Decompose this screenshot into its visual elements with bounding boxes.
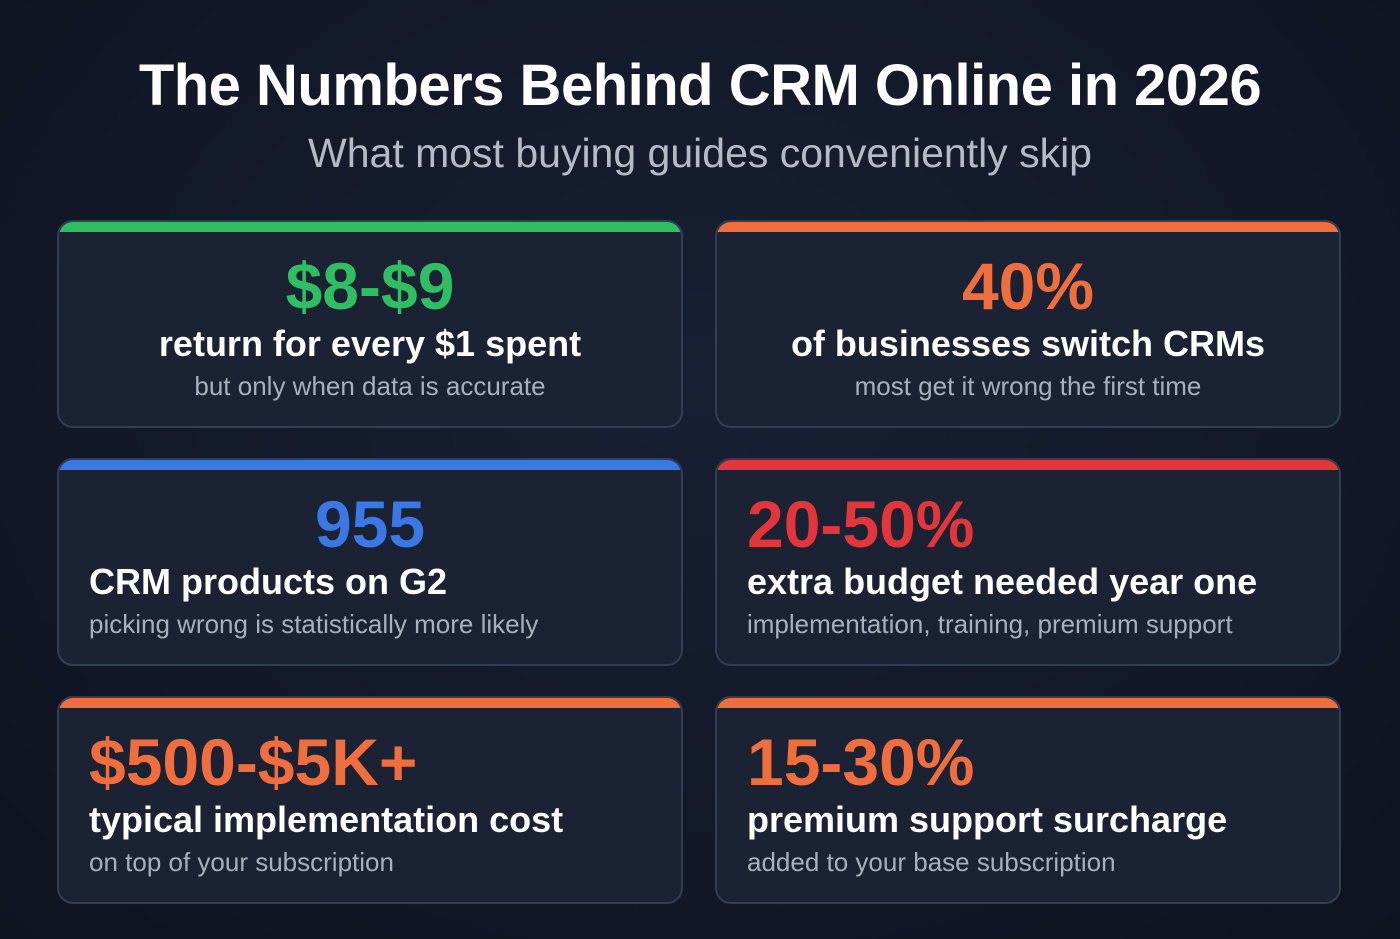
stat-headline: premium support surcharge xyxy=(747,799,1228,840)
stat-note: added to your base subscription xyxy=(747,847,1116,877)
stat-value: $500-$5K+ xyxy=(89,725,418,799)
stat-headline: typical implementation cost xyxy=(89,799,564,840)
stat-value: $8-$9 xyxy=(285,249,455,323)
stat-headline: return for every $1 spent xyxy=(158,323,582,364)
stat-value: 15-30% xyxy=(747,725,975,799)
stat-note: picking wrong is statistically more like… xyxy=(89,609,539,639)
stat-value: 955 xyxy=(314,487,426,561)
stat-note: but only when data is accurate xyxy=(194,371,546,401)
accent-bar xyxy=(717,460,1339,470)
stat-card-products: 955 CRM products on G2 picking wrong is st… xyxy=(57,458,683,666)
stat-note: implementation, training, premium suppor… xyxy=(747,609,1233,639)
stat-headline: CRM products on G2 xyxy=(89,561,447,602)
page-subtitle: What most buying guides conveniently ski… xyxy=(308,130,1092,176)
stat-headline: extra budget needed year one xyxy=(747,561,1258,602)
page-title: The Numbers Behind CRM Online in 2026 xyxy=(138,53,1262,118)
stat-card-roi: $8-$9 return for every $1 spent but only w… xyxy=(57,220,683,428)
stat-note: on top of your subscription xyxy=(89,847,394,877)
stat-card-support: 15-30% premium support surcharge added to … xyxy=(715,696,1341,904)
stat-value: 20-50% xyxy=(747,487,975,561)
stat-value: 40% xyxy=(961,249,1095,323)
accent-bar xyxy=(59,222,681,232)
stat-headline: of businesses switch CRMs xyxy=(790,323,1266,364)
stat-card-switch: 40% of businesses switch CRMs most get it … xyxy=(715,220,1341,428)
stat-note: most get it wrong the first time xyxy=(854,371,1202,401)
stat-card-implementation: $500-$5K+ typical implementation cost on t… xyxy=(57,696,683,904)
accent-bar xyxy=(59,698,681,708)
accent-bar xyxy=(59,460,681,470)
stat-card-budget: 20-50% extra budget needed year one implem… xyxy=(715,458,1341,666)
accent-bar xyxy=(717,222,1339,232)
accent-bar xyxy=(717,698,1339,708)
